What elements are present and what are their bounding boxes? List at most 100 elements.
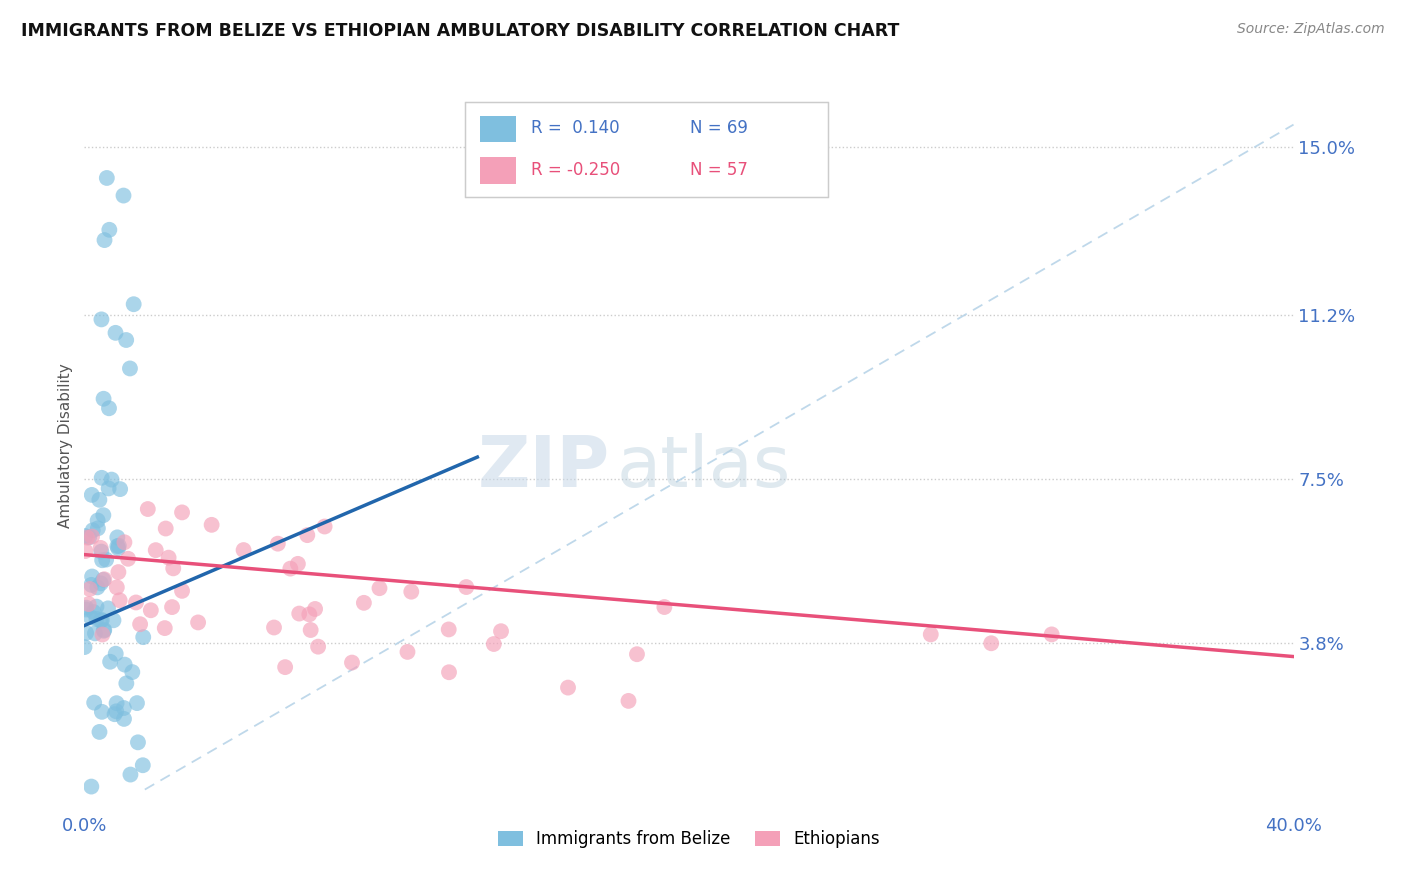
Point <box>107 541 129 556</box>
Point <box>93 508 115 523</box>
Point <box>93 623 115 637</box>
Point <box>98 223 121 237</box>
Point <box>90 614 112 628</box>
Point <box>87 521 110 535</box>
Point <box>401 584 423 599</box>
Point <box>82 524 104 538</box>
Point <box>115 333 138 347</box>
Point <box>136 502 159 516</box>
Point <box>94 552 117 566</box>
Point <box>201 517 224 532</box>
Point <box>121 665 143 679</box>
Point <box>80 578 103 592</box>
Point <box>93 233 115 247</box>
Point <box>654 600 676 615</box>
Point <box>105 704 128 718</box>
Point <box>107 565 129 579</box>
Point <box>115 676 138 690</box>
Point <box>112 535 135 549</box>
Point <box>91 573 114 587</box>
Point <box>187 615 209 630</box>
Point <box>103 613 125 627</box>
Point <box>297 528 319 542</box>
Point <box>104 326 127 340</box>
Point <box>91 553 114 567</box>
Point <box>617 694 640 708</box>
Point <box>73 640 96 654</box>
Point <box>80 780 103 794</box>
Point <box>90 312 112 326</box>
Point <box>437 623 460 637</box>
Point <box>91 627 114 641</box>
Point <box>304 602 326 616</box>
Point <box>368 581 391 595</box>
Point <box>93 392 115 406</box>
Point <box>105 539 128 553</box>
Point <box>75 626 97 640</box>
Point <box>482 637 505 651</box>
Text: ZIP: ZIP <box>478 434 610 502</box>
Point <box>98 401 121 416</box>
Point <box>340 656 363 670</box>
Point <box>97 601 120 615</box>
Point <box>76 531 98 545</box>
Point <box>80 610 103 624</box>
Point <box>155 522 177 536</box>
Point <box>298 607 321 622</box>
Point <box>104 707 127 722</box>
Point <box>120 767 142 781</box>
Point <box>353 596 375 610</box>
Point <box>98 655 121 669</box>
Point <box>82 569 104 583</box>
Point <box>96 171 118 186</box>
Point <box>90 613 112 627</box>
Point <box>80 530 103 544</box>
Point <box>97 482 120 496</box>
Point <box>86 599 108 614</box>
Point <box>274 660 297 674</box>
Point <box>299 623 322 637</box>
Point <box>90 705 112 719</box>
Text: atlas: atlas <box>616 434 790 502</box>
Point <box>170 505 193 519</box>
Point <box>89 492 111 507</box>
Point <box>437 665 460 680</box>
Text: IMMIGRANTS FROM BELIZE VS ETHIOPIAN AMBULATORY DISABILITY CORRELATION CHART: IMMIGRANTS FROM BELIZE VS ETHIOPIAN AMBU… <box>21 22 900 40</box>
Point <box>86 580 108 594</box>
Point <box>145 543 167 558</box>
Point <box>118 361 141 376</box>
Point <box>86 514 108 528</box>
Point <box>75 544 97 558</box>
Point <box>83 696 105 710</box>
Point <box>170 583 193 598</box>
Point <box>105 580 128 594</box>
Point <box>75 529 97 543</box>
Point <box>125 595 148 609</box>
Point <box>112 712 135 726</box>
Point <box>1040 627 1063 641</box>
Point <box>84 626 107 640</box>
Text: Source: ZipAtlas.com: Source: ZipAtlas.com <box>1237 22 1385 37</box>
Point <box>77 597 100 611</box>
Legend: Immigrants from Belize, Ethiopians: Immigrants from Belize, Ethiopians <box>491 823 887 855</box>
Point <box>90 576 112 591</box>
Point <box>104 647 127 661</box>
Point <box>114 657 136 672</box>
Point <box>153 621 176 635</box>
Point <box>75 600 97 615</box>
Point <box>108 482 131 496</box>
Point <box>112 188 135 202</box>
Point <box>263 620 285 634</box>
Point <box>93 572 115 586</box>
Point <box>105 696 128 710</box>
Point <box>122 297 145 311</box>
Point <box>162 561 184 575</box>
Y-axis label: Ambulatory Disability: Ambulatory Disability <box>58 364 73 528</box>
Point <box>980 636 1002 650</box>
Point <box>112 701 135 715</box>
Point <box>920 627 942 641</box>
Point <box>105 530 128 544</box>
Point <box>626 647 648 661</box>
Point <box>86 612 108 626</box>
Point <box>232 543 254 558</box>
